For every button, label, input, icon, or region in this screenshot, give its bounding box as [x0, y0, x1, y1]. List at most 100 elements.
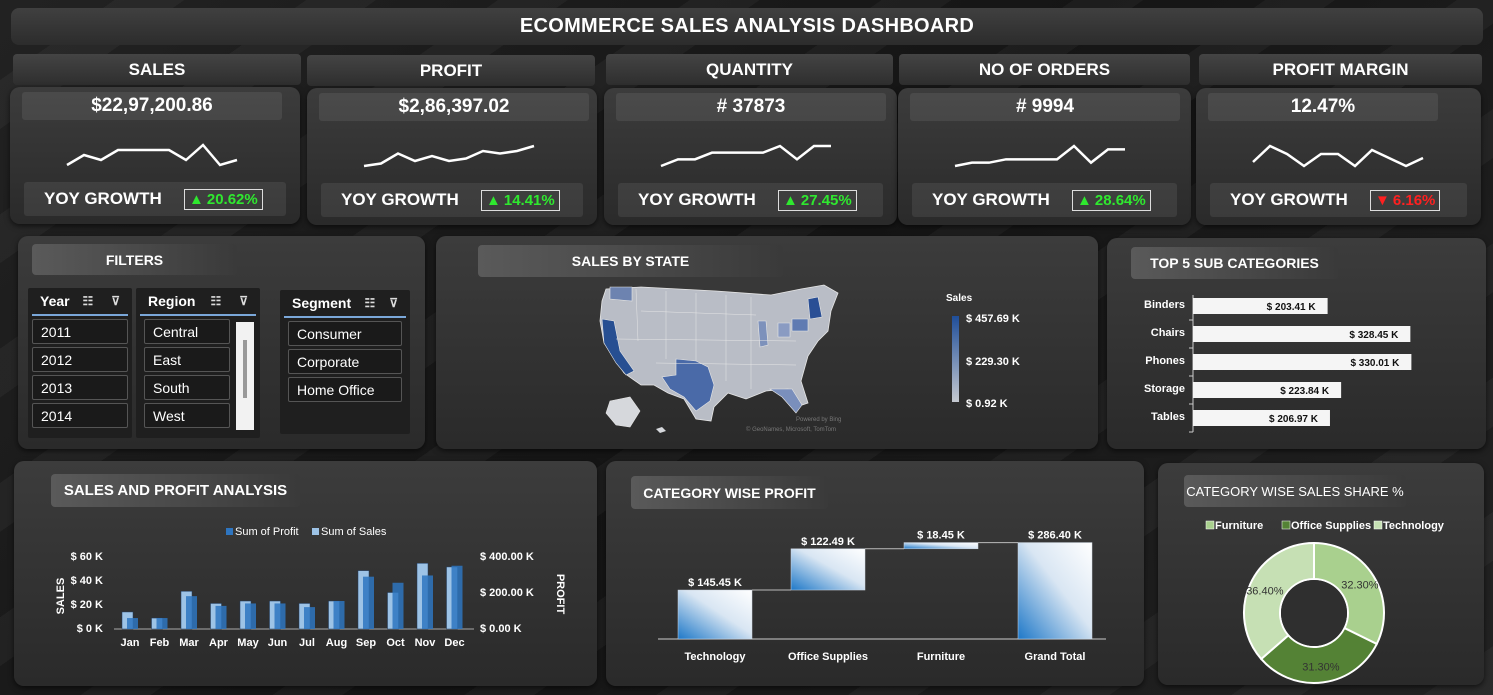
- slicer-item-west[interactable]: West: [144, 403, 230, 428]
- kpi-title-1: PROFIT: [307, 55, 595, 86]
- multi-select-icon[interactable]: ☷: [364, 296, 376, 310]
- slicer-item-2011[interactable]: 2011: [32, 319, 128, 344]
- yoy-value: 14.41%: [503, 191, 555, 209]
- clear-filter-icon[interactable]: ⊽: [111, 294, 120, 308]
- state-alaska: [605, 396, 641, 428]
- state-florida: [769, 388, 803, 414]
- waterfall-category-label: Office Supplies: [788, 651, 868, 663]
- kpi-sparkline: [954, 144, 1125, 168]
- y-left-axis-label: SALES: [55, 578, 67, 615]
- multi-select-icon[interactable]: ☷: [210, 294, 222, 308]
- month-label: Feb: [150, 637, 170, 649]
- profit-bar[interactable]: [392, 582, 404, 629]
- profit-bar[interactable]: [245, 603, 256, 629]
- bar-value-label: $ 206.97 K: [1269, 414, 1319, 425]
- donut-hole: [1281, 580, 1347, 646]
- sales-profit-title: SALES AND PROFIT ANALYSIS: [51, 474, 300, 507]
- waterfall-bar[interactable]: [1017, 542, 1093, 640]
- us-map[interactable]: Powered by Bing © GeoNames, Microsoft, T…: [596, 281, 856, 441]
- profit-bar[interactable]: [333, 601, 345, 629]
- filters-title: FILTERS: [32, 244, 237, 275]
- yoy-row: YOY GROWTH ▲ 28.64%: [912, 183, 1177, 217]
- clear-filter-icon[interactable]: ⊽: [389, 296, 398, 310]
- region-scrollbar[interactable]: [236, 322, 254, 430]
- slicer-item-home-office[interactable]: Home Office: [288, 377, 402, 402]
- profit-bar[interactable]: [422, 575, 433, 629]
- yoy-label: YOY GROWTH: [638, 190, 756, 209]
- yoy-row: YOY GROWTH ▼ 6.16%: [1210, 183, 1467, 217]
- profit-bar[interactable]: [186, 596, 197, 629]
- waterfall-bar[interactable]: [677, 589, 753, 640]
- profit-bar[interactable]: [304, 607, 315, 629]
- kpi-title-2: QUANTITY: [606, 54, 893, 85]
- slicer-item-2012[interactable]: 2012: [32, 347, 128, 372]
- slicer-item-consumer[interactable]: Consumer: [288, 321, 402, 346]
- profit-bar[interactable]: [156, 618, 168, 629]
- legend-label-profit: Sum of Profit: [235, 526, 299, 538]
- kpi-card-3: # 9994 YOY GROWTH ▲ 28.64%: [898, 88, 1191, 225]
- donut-slice[interactable]: [1313, 541, 1385, 646]
- slicer-item-central[interactable]: Central: [144, 319, 230, 344]
- sales-profit-panel: SALES AND PROFIT ANALYSIS Sum of Profit S…: [14, 461, 597, 686]
- us-mainland: [599, 284, 839, 422]
- profit-bar[interactable]: [451, 565, 463, 629]
- month-label: Jul: [299, 637, 315, 649]
- legend-swatch: [1373, 520, 1383, 530]
- category-profit-panel: CATEGORY WISE PROFIT $ 145.45 K Technolog…: [606, 461, 1144, 686]
- map-legend-min: $ 0.92 K: [966, 398, 1008, 410]
- y-right-tick: $ 0.00 K: [480, 623, 522, 635]
- yoy-label: YOY GROWTH: [932, 190, 1050, 209]
- top5-bar[interactable]: [1193, 410, 1330, 426]
- profit-bar[interactable]: [215, 605, 227, 629]
- sales-by-state-panel: SALES BY STATE Powered by Bing © GeoName…: [436, 236, 1098, 449]
- category-share-chart[interactable]: Furniture Office Supplies Technology 32.30%…: [1158, 513, 1484, 685]
- month-label: Aug: [326, 637, 347, 649]
- slicer-item-corporate[interactable]: Corporate: [288, 349, 402, 374]
- state-pennsylvania: [791, 318, 809, 332]
- waterfall-bar[interactable]: [790, 548, 866, 591]
- yoy-badge: ▲ 28.64%: [1072, 189, 1151, 211]
- map-legend-title: Sales: [946, 293, 973, 304]
- donut-slice[interactable]: [1243, 541, 1315, 661]
- month-label: Oct: [386, 637, 405, 649]
- kpi-card-0: $22,97,200.86 YOY GROWTH ▲ 20.62%: [10, 87, 300, 224]
- kpi-sparkline: [1252, 144, 1424, 168]
- kpi-sparkline: [660, 144, 831, 168]
- donut-percent-label: 36.40%: [1246, 586, 1284, 598]
- slicer-item-east[interactable]: East: [144, 347, 230, 372]
- yoy-value: 20.62%: [206, 190, 258, 208]
- y-right-tick: $ 400.00 K: [480, 551, 534, 563]
- top5-bar[interactable]: [1193, 354, 1412, 370]
- multi-select-icon[interactable]: ☷: [82, 294, 94, 308]
- map-credit-1: Powered by Bing: [796, 417, 841, 423]
- top5-bar[interactable]: [1193, 382, 1342, 398]
- scrollbar-thumb[interactable]: [243, 340, 247, 398]
- waterfall-bar[interactable]: [903, 542, 979, 550]
- top5-bar[interactable]: [1193, 298, 1328, 314]
- slicer-item-south[interactable]: South: [144, 375, 230, 400]
- yoy-value: 27.45%: [800, 191, 852, 209]
- top5-bar[interactable]: [1193, 326, 1411, 342]
- waterfall-category-label: Technology: [685, 651, 747, 663]
- donut-slice[interactable]: [1259, 626, 1379, 684]
- bar-category-label: Storage: [1144, 383, 1185, 395]
- bar-value-label: $ 223.84 K: [1280, 386, 1330, 397]
- bar-value-label: $ 328.45 K: [1349, 330, 1399, 341]
- profit-bar[interactable]: [127, 618, 138, 629]
- slicer-item-2013[interactable]: 2013: [32, 375, 128, 400]
- waterfall-value-label: $ 18.45 K: [917, 530, 965, 542]
- yoy-label: YOY GROWTH: [341, 190, 459, 209]
- bar-value-label: $ 203.41 K: [1267, 302, 1317, 313]
- slicer-item-2014[interactable]: 2014: [32, 403, 128, 428]
- sales-profit-chart[interactable]: Sum of Profit Sum of Sales $ 60 K $ 40 K $ 2…: [14, 516, 597, 686]
- yoy-value: 28.64%: [1094, 191, 1146, 209]
- profit-bar[interactable]: [274, 603, 286, 629]
- profit-bar[interactable]: [363, 576, 374, 629]
- arrow-up-icon: ▲: [1077, 191, 1092, 209]
- top5-chart[interactable]: Binders $ 203.41 K Chairs $ 328.45 K Phones $…: [1107, 290, 1486, 440]
- state-ohio: [777, 322, 791, 338]
- category-share-title: CATEGORY WISE SALES SHARE %: [1184, 475, 1406, 507]
- arrow-up-icon: ▲: [783, 191, 798, 209]
- category-profit-chart[interactable]: $ 145.45 K Technology $ 122.49 K Office Sup…: [606, 516, 1144, 686]
- clear-filter-icon[interactable]: ⊽: [239, 294, 248, 308]
